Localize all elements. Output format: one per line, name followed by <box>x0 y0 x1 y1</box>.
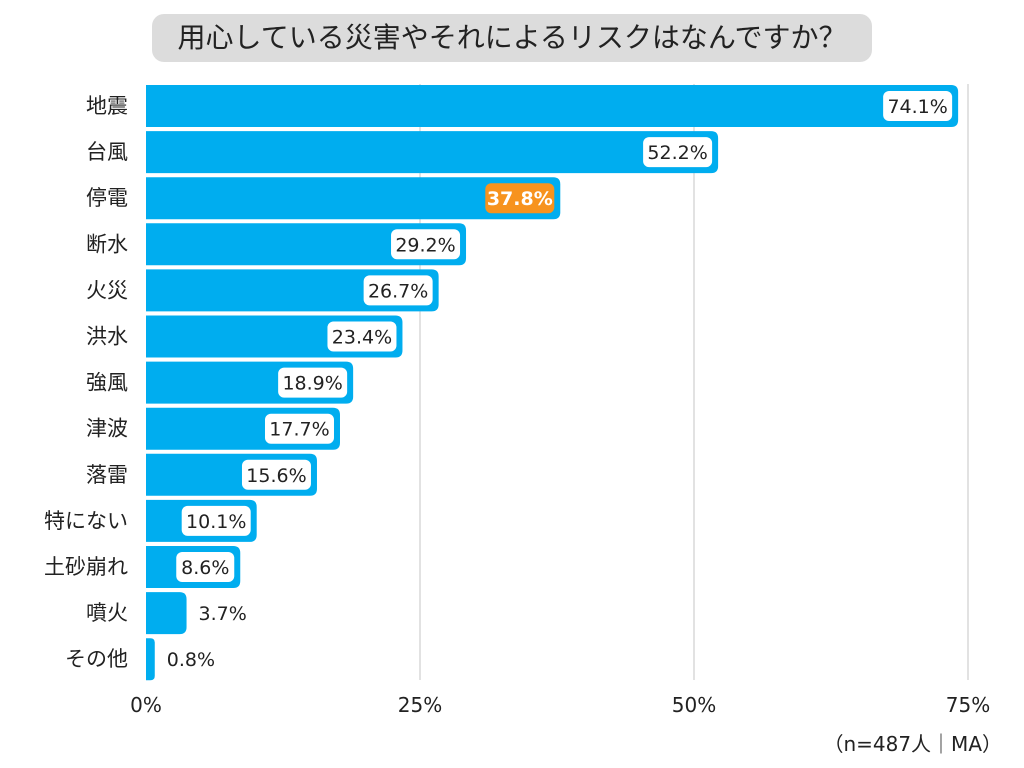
value-label: 18.9% <box>282 373 342 395</box>
bar <box>146 638 155 681</box>
value-label: 52.2% <box>647 142 707 164</box>
category-label: その他 <box>65 647 128 671</box>
chart-title: 用心している災害やそれによるリスクはなんですか？ <box>151 14 873 62</box>
value-label: 8.6% <box>181 557 229 579</box>
category-label: 台風 <box>86 140 128 164</box>
value-label-box <box>643 137 713 168</box>
value-label: 74.1% <box>887 96 947 118</box>
value-label: 0.8% <box>167 649 215 671</box>
value-label-box <box>181 505 251 536</box>
value-label: 3.7% <box>199 603 247 625</box>
category-label: 断水 <box>86 232 128 256</box>
bar <box>146 85 959 127</box>
category-label: 噴火 <box>86 601 128 625</box>
value-label: 10.1% <box>186 511 246 533</box>
bar <box>146 592 187 635</box>
value-label: 29.2% <box>395 234 455 256</box>
value-label-box <box>278 367 348 398</box>
bar <box>146 131 719 174</box>
value-label: 26.7% <box>368 280 428 302</box>
bar <box>146 223 467 266</box>
value-label-box <box>327 321 397 352</box>
category-label: 洪水 <box>86 325 128 349</box>
x-tick-label: 0% <box>130 693 162 717</box>
value-label-box <box>264 413 334 444</box>
category-label: 特にない <box>44 509 128 533</box>
value-label: 17.7% <box>269 419 329 441</box>
category-label: 停電 <box>86 186 128 210</box>
bar <box>146 177 561 220</box>
value-label-box <box>883 91 953 121</box>
value-label-box <box>241 459 311 490</box>
x-tick-label: 75% <box>946 693 990 717</box>
chart-title-container: 用心している災害やそれによるリスクはなんですか？ <box>0 14 1024 62</box>
value-label-box <box>391 229 461 260</box>
category-label: 土砂崩れ <box>44 555 128 579</box>
category-label: 火災 <box>86 278 128 302</box>
x-tick-label: 50% <box>672 693 716 717</box>
value-label: 23.4% <box>332 327 392 349</box>
value-label-box <box>176 552 235 582</box>
sample-note: （n=487人｜MA） <box>823 732 1002 756</box>
value-label: 15.6% <box>246 465 306 487</box>
value-label-box <box>363 275 433 306</box>
value-label: 37.8% <box>487 188 553 210</box>
x-tick-label: 25% <box>398 693 442 717</box>
category-label: 落雷 <box>86 463 128 487</box>
category-label: 強風 <box>86 371 128 395</box>
category-label: 地震 <box>86 94 128 118</box>
value-label-box <box>485 183 555 214</box>
category-label: 津波 <box>86 417 128 441</box>
